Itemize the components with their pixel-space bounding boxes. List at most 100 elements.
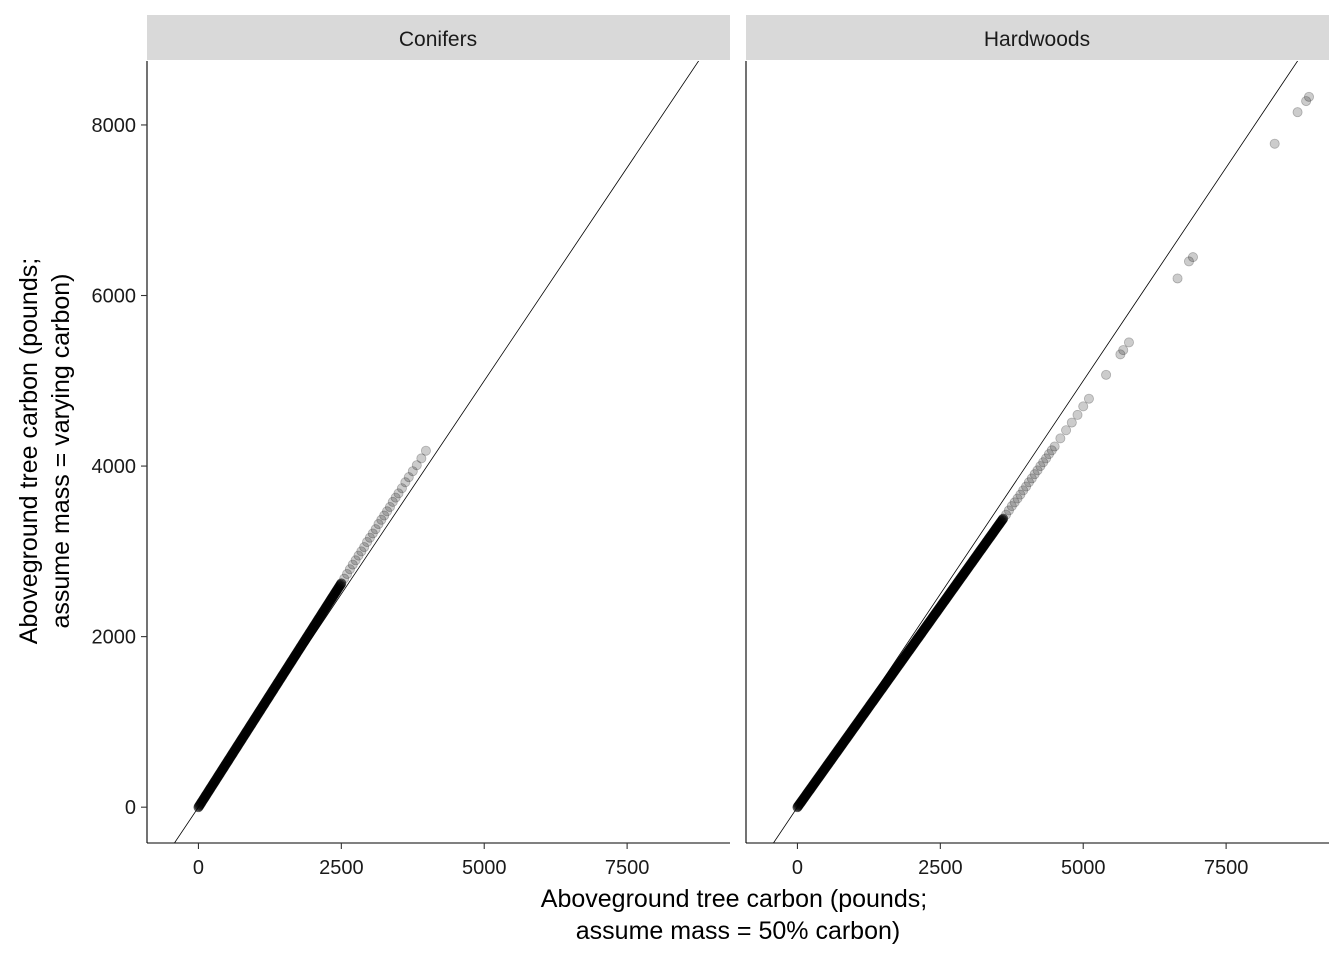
data-point <box>420 445 431 456</box>
data-point <box>1001 509 1012 520</box>
data-point <box>1183 256 1194 267</box>
data-point <box>1066 417 1077 428</box>
data-point <box>379 510 390 521</box>
facet-strip-hardwoods <box>746 15 1329 60</box>
data-point <box>1043 449 1054 460</box>
x-tick-label: 0 <box>792 857 803 879</box>
data-point <box>998 513 1009 524</box>
data-point <box>370 524 381 535</box>
facet-conifers: Conifers <box>146 15 730 844</box>
x-tick-label: 2500 <box>918 857 963 879</box>
data-point <box>1115 349 1126 360</box>
data-point <box>411 460 422 471</box>
data-point <box>400 477 411 488</box>
facet-hardwoods: Hardwoods <box>745 15 1329 844</box>
data-point <box>376 514 387 525</box>
data-point <box>1061 425 1072 436</box>
x-axis-title-line-2: assume mass = 50% carbon) <box>576 917 900 945</box>
plot-panel-conifers <box>146 61 730 844</box>
data-point <box>373 519 384 530</box>
y-tick-label: 2000 <box>92 627 137 649</box>
data-point <box>1006 501 1017 512</box>
dense-points <box>792 513 1009 813</box>
data-point <box>1038 457 1049 468</box>
data-point <box>359 542 370 553</box>
x-tick-label: 0 <box>193 857 204 879</box>
data-point <box>344 564 355 575</box>
y-axis-ticks: 0 2000 4000 6000 8000 <box>92 115 147 819</box>
data-point <box>396 483 407 494</box>
panel-marks <box>173 61 700 843</box>
data-point <box>1035 461 1046 472</box>
data-point <box>1172 273 1183 284</box>
x-tick-label: 2500 <box>319 857 364 879</box>
facet-label-conifers: Conifers <box>399 28 477 51</box>
data-point <box>350 555 361 566</box>
x-tick-label: 5000 <box>462 857 507 879</box>
y-tick-label: 8000 <box>92 115 137 137</box>
x-axis-title-line-1: Aboveground tree carbon (pounds; <box>541 885 927 913</box>
data-point <box>1078 401 1089 412</box>
data-point <box>347 559 358 570</box>
data-point <box>384 502 395 513</box>
data-point <box>362 536 373 547</box>
data-point <box>1009 497 1020 508</box>
y-tick-label: 6000 <box>92 286 137 308</box>
data-point <box>342 568 353 579</box>
data-point <box>367 528 378 539</box>
y-axis-title-line-1: Aboveground tree carbon (pounds; <box>15 258 43 644</box>
x-tick-label: 7500 <box>605 857 650 879</box>
data-point <box>364 532 375 543</box>
data-point <box>1303 91 1314 102</box>
x-tick-label: 7500 <box>1204 857 1249 879</box>
dense-points <box>193 578 347 813</box>
data-point <box>1049 441 1060 452</box>
data-point <box>382 506 393 517</box>
data-point <box>1041 453 1052 464</box>
data-point <box>1023 477 1034 488</box>
plot-panel-hardwoods <box>745 61 1329 844</box>
y-tick-label: 4000 <box>92 456 137 478</box>
data-point <box>1083 393 1094 404</box>
data-point <box>1187 252 1198 263</box>
data-point <box>1046 445 1057 456</box>
data-point <box>1292 107 1303 118</box>
data-point <box>1032 465 1043 476</box>
data-point <box>1029 469 1040 480</box>
data-point <box>1012 493 1023 504</box>
data-point <box>403 472 414 483</box>
data-point <box>1026 473 1037 484</box>
data-point <box>1003 505 1014 516</box>
data-point <box>1301 96 1312 107</box>
data-point <box>1118 345 1129 356</box>
data-point <box>1015 489 1026 500</box>
data-point <box>1101 369 1112 380</box>
data-point <box>1269 138 1280 149</box>
data-point <box>1021 481 1032 492</box>
data-point <box>1072 409 1083 420</box>
data-point <box>1123 337 1134 348</box>
x-tick-label: 5000 <box>1061 857 1106 879</box>
facet-label-hardwoods: Hardwoods <box>984 28 1090 51</box>
data-point <box>1018 485 1029 496</box>
data-point <box>339 573 350 584</box>
panel-marks <box>772 61 1314 843</box>
data-point <box>1055 433 1066 444</box>
data-point <box>407 466 418 477</box>
data-point <box>390 492 401 503</box>
data-point <box>393 488 404 499</box>
data-point <box>387 496 398 507</box>
data-point <box>416 453 427 464</box>
x-axis-ticks-hardwoods: 0 2500 5000 7500 <box>792 843 1248 879</box>
data-point <box>336 578 347 589</box>
data-point <box>353 550 364 561</box>
scatter-points <box>339 445 431 584</box>
scatter-points <box>1001 91 1314 520</box>
facet-strip-conifers <box>147 15 730 60</box>
y-axis-title-line-2: assume mass = varying carbon) <box>47 273 75 628</box>
y-tick-label: 0 <box>125 797 136 819</box>
x-axis-ticks-conifers: 0 2500 5000 7500 <box>193 843 649 879</box>
data-point <box>356 546 367 557</box>
